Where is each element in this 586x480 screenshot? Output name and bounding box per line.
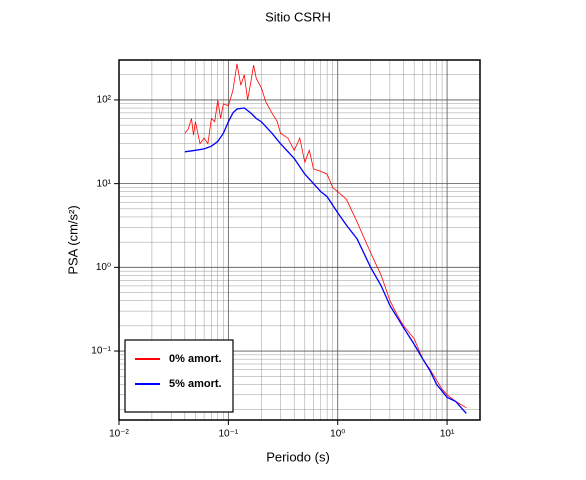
y-axis-label: PSA (cm/s²) <box>65 205 80 274</box>
x-tick-label: 10⁻¹ <box>218 429 238 440</box>
series-line <box>184 107 467 414</box>
chart-title: Sitio CSRH <box>265 9 331 24</box>
x-tick-label: 10⁰ <box>330 429 345 440</box>
y-tick-label: 10¹ <box>97 178 112 189</box>
x-axis-label: Periodo (s) <box>266 449 330 464</box>
plot-frame <box>118 59 481 421</box>
x-tick-label: 10⁻² <box>109 429 129 440</box>
legend-box <box>124 339 234 413</box>
y-tick-label: 10² <box>97 95 112 106</box>
legend-label: 0% amort. <box>169 353 222 365</box>
x-tick-label: 10¹ <box>440 429 455 440</box>
y-tick-label: 10⁻¹ <box>91 346 111 357</box>
series-line <box>184 63 467 409</box>
legend-label: 5% amort. <box>169 378 222 390</box>
y-tick-label: 10⁰ <box>96 262 111 273</box>
